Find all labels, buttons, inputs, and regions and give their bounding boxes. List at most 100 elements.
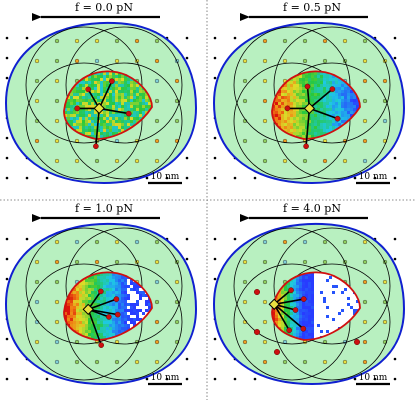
heat-cell: [88, 126, 92, 130]
heat-cell: [320, 129, 324, 133]
heat-cell: [112, 303, 116, 307]
grid-dot: [5, 377, 9, 381]
heat-cell: [124, 324, 128, 328]
heat-cell: [353, 312, 357, 316]
heat-cell: [103, 288, 107, 292]
heat-cell: [317, 312, 321, 316]
heat-cell: [323, 117, 327, 121]
heat-cell: [305, 300, 309, 304]
heat-cell: [109, 318, 113, 322]
heat-cell: [85, 285, 89, 289]
heat-cell: [109, 306, 113, 310]
heat-cell: [320, 123, 324, 127]
lattice-node: [302, 259, 308, 265]
heat-cell: [314, 321, 318, 325]
heat-cell: [296, 327, 300, 331]
heat-cell: [305, 303, 309, 307]
heat-cell: [91, 87, 95, 91]
heat-cell: [112, 102, 116, 106]
heat-cell: [118, 96, 122, 100]
heat-cell: [103, 135, 107, 139]
heat-cell: [290, 297, 294, 301]
lattice-node: [74, 359, 80, 365]
heat-cell: [73, 108, 77, 112]
heat-cell: [299, 333, 303, 337]
heat-cell: [91, 288, 95, 292]
heat-cell: [97, 276, 101, 280]
heat-cell: [115, 126, 119, 130]
heat-cell: [329, 99, 333, 103]
heat-cell: [305, 81, 309, 85]
heat-cell: [82, 90, 86, 94]
heat-cell: [112, 273, 116, 277]
heat-cell: [275, 108, 279, 112]
heat-cell: [329, 288, 333, 292]
heat-cell: [299, 282, 303, 286]
heat-cell: [79, 309, 83, 313]
lattice-node: [382, 78, 388, 84]
heat-cell: [91, 108, 95, 112]
heat-cell: [109, 114, 113, 118]
heat-cell: [142, 309, 146, 313]
heat-cell: [293, 330, 297, 334]
heat-cell: [121, 309, 125, 313]
heat-cell: [130, 93, 134, 97]
heat-cell: [308, 78, 312, 82]
heat-cell: [100, 78, 104, 82]
grid-dot: [393, 36, 397, 40]
heat-cell: [133, 87, 137, 91]
heat-cell: [88, 81, 92, 85]
heat-cell: [326, 111, 330, 115]
heat-cell: [121, 318, 125, 322]
heat-cell: [112, 84, 116, 88]
lattice-node: [262, 359, 268, 365]
heat-cell: [100, 129, 104, 133]
heat-cell: [142, 96, 146, 100]
heat-cell: [115, 93, 119, 97]
heat-cell: [133, 105, 137, 109]
heat-cell: [308, 81, 312, 85]
heat-cell: [341, 105, 345, 109]
heat-cell: [121, 294, 125, 298]
heat-cell: [305, 126, 309, 130]
heat-cell: [109, 123, 113, 127]
lattice-node: [154, 158, 160, 164]
heat-cell: [335, 279, 339, 283]
heat-cell: [338, 324, 342, 328]
heat-cell: [341, 90, 345, 94]
heat-cell: [73, 297, 77, 301]
heat-cell: [335, 90, 339, 94]
heat-cell: [287, 294, 291, 298]
heat-cell: [344, 288, 348, 292]
heat-cell: [278, 306, 282, 310]
binding-site: [288, 287, 294, 293]
heat-cell: [314, 312, 318, 316]
heat-cell: [103, 336, 107, 340]
heat-cell: [148, 99, 152, 103]
lattice-node: [242, 259, 248, 265]
heat-cell: [85, 327, 89, 331]
heat-cell: [287, 126, 291, 130]
heat-cell: [308, 135, 312, 139]
heat-cell: [79, 87, 83, 91]
heat-cell: [341, 108, 345, 112]
heat-cell: [88, 117, 92, 121]
heat-cell: [335, 300, 339, 304]
heat-cell: [344, 306, 348, 310]
heat-cell: [320, 309, 324, 313]
lattice-node: [242, 78, 248, 84]
heat-cell: [308, 90, 312, 94]
heat-cell: [350, 90, 354, 94]
heat-cell: [106, 111, 110, 115]
heat-cell: [103, 78, 107, 82]
binding-site: [98, 288, 104, 295]
heat-cell: [341, 306, 345, 310]
lattice-node: [382, 319, 388, 325]
heat-cell: [320, 297, 324, 301]
heat-cell: [344, 117, 348, 121]
heat-cell: [326, 96, 330, 100]
heat-cell: [302, 96, 306, 100]
binding-site: [304, 83, 311, 90]
heat-cell: [76, 87, 80, 91]
heat-cell: [85, 303, 89, 307]
